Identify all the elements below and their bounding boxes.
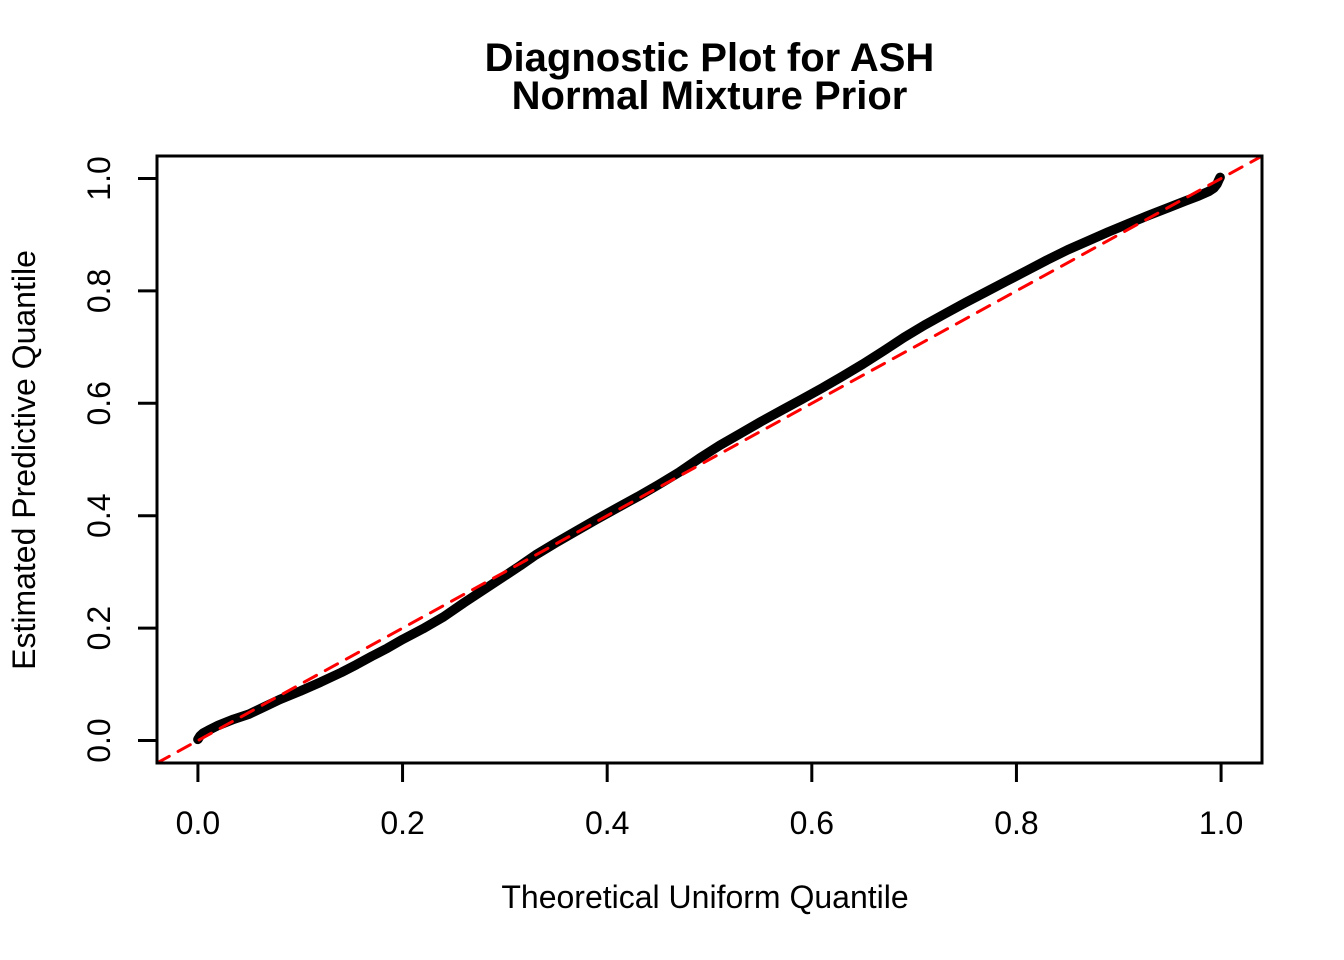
identity-reference-line bbox=[157, 156, 1262, 763]
y-tick-label: 0.6 bbox=[81, 381, 117, 425]
y-tick-label: 1.0 bbox=[81, 156, 117, 200]
y-tick-label: 0.0 bbox=[81, 718, 117, 762]
x-tick-label: 0.4 bbox=[585, 805, 629, 841]
estimated-predictive-quantile-curve bbox=[193, 172, 1225, 745]
x-axis-label: Theoretical Uniform Quantile bbox=[501, 879, 908, 915]
x-tick-label: 0.2 bbox=[380, 805, 424, 841]
x-tick-label: 0.8 bbox=[994, 805, 1038, 841]
y-tick-label: 0.8 bbox=[81, 269, 117, 313]
y-tick-label: 0.4 bbox=[81, 493, 117, 537]
plot-title: Diagnostic Plot for ASH Normal Mixture P… bbox=[157, 36, 1262, 118]
plot-frame bbox=[155, 154, 1264, 765]
plot-title-line-2: Normal Mixture Prior bbox=[511, 74, 908, 118]
plot-title-line-1: Diagnostic Plot for ASH bbox=[484, 36, 935, 80]
x-tick-label: 1.0 bbox=[1199, 805, 1243, 841]
x-tick-label: 0.6 bbox=[790, 805, 834, 841]
y-tick-label: 0.2 bbox=[81, 606, 117, 650]
y-axis-label: Estimated Predictive Quantile bbox=[6, 250, 42, 670]
x-tick-label: 0.0 bbox=[176, 805, 220, 841]
